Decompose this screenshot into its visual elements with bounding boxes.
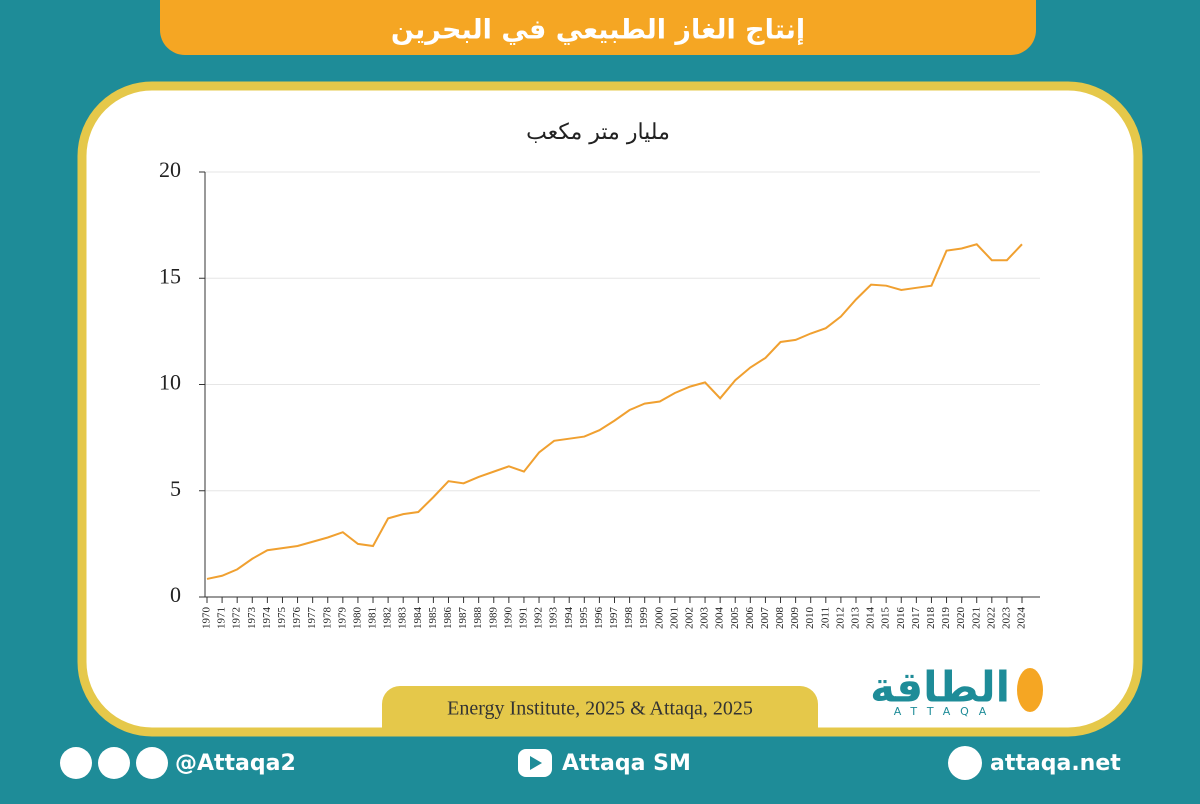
x-tick-label: 1991 [517, 607, 529, 629]
x-tick-label: 2000 [653, 607, 665, 630]
logo-drop [1017, 668, 1043, 712]
logo-latin: ATTAQA [894, 705, 997, 718]
x-tick-label: 1993 [548, 607, 560, 630]
social-handle: @Attaqa2 [175, 751, 296, 776]
x-tick-label: 1983 [397, 607, 409, 630]
x-tick-label: 1981 [367, 607, 379, 629]
x-tick-label: 2015 [880, 607, 892, 630]
source: Energy Institute, 2025 & Attaqa, 2025 [447, 698, 753, 720]
icon-play [530, 756, 542, 770]
x-tick-label: 1986 [442, 607, 454, 630]
x-tick-label: 2002 [683, 607, 695, 629]
x-tick-label: 1988 [472, 607, 484, 630]
x-tick-label: 2005 [729, 607, 741, 630]
logo-name: الطاقة [870, 663, 1010, 712]
plot: 0 5 10 15 20 1970 1971 1972 1973 1974 1975 1976 1977… [159, 157, 1040, 629]
x-tick-label: 1978 [321, 607, 333, 630]
x-tick-label: 2009 [789, 607, 801, 630]
youtube: Attaqa SM [562, 751, 691, 776]
x-tick-label: 1997 [608, 607, 620, 630]
x-tick-label: 2018 [925, 607, 937, 630]
x-tick-label: 1982 [382, 607, 394, 629]
x-tick-label: 2017 [910, 607, 922, 630]
icon-globe [948, 746, 982, 780]
x-tick-label: 1971 [216, 607, 228, 629]
x-tick-label: 2023 [1000, 607, 1012, 630]
y-unit: مليار متر مكعب [526, 120, 670, 145]
x-tick-label: 2011 [819, 607, 831, 629]
card [77, 81, 1143, 737]
x-tick-label: 1979 [336, 607, 348, 630]
data-line [206, 243, 1023, 580]
x-tick-label: 2007 [759, 607, 771, 630]
y-tick-label: 0 [170, 582, 181, 607]
x-tick-label: 1977 [306, 607, 318, 630]
x-tick-label: 2004 [714, 607, 726, 630]
x-tick-label: 1984 [412, 607, 424, 630]
x-tick-label: 1970 [201, 607, 213, 630]
chart-title: إنتاج الغاز الطبيعي في البحرين [391, 15, 805, 46]
x-tick-label: 1972 [231, 607, 243, 629]
icon-x [60, 747, 92, 779]
x-tick-label: 1985 [427, 607, 439, 630]
x-tick-label: 2010 [804, 607, 816, 630]
source-pill [382, 686, 818, 732]
x-tick-label: 1980 [351, 607, 363, 630]
x-tick-label: 1999 [638, 607, 650, 630]
x-tick-label: 2008 [774, 607, 786, 630]
x-tick-label: 2020 [955, 607, 967, 630]
icon-instagram [98, 747, 130, 779]
title-banner [160, 0, 1036, 55]
x-tick-label: 2001 [668, 607, 680, 629]
x-tick-label: 1976 [291, 607, 303, 630]
website: attaqa.net [990, 751, 1121, 776]
y-tick-label: 10 [159, 370, 181, 395]
x-tick-label: 1996 [593, 607, 605, 630]
x-tick-label: 1995 [578, 607, 590, 630]
x-tick-label: 2006 [744, 607, 756, 630]
x-tick-label: 2019 [940, 607, 952, 630]
x-tick-label: 2024 [1016, 607, 1028, 630]
x-tick-label: 1974 [261, 607, 273, 630]
x-tick-label: 2022 [985, 607, 997, 629]
x-tick-label: 2013 [850, 607, 862, 630]
y-tick-label: 15 [159, 263, 181, 288]
x-tick-label: 2003 [699, 607, 711, 630]
x-tick-label: 1987 [457, 607, 469, 630]
x-tick-label: 1989 [487, 607, 499, 630]
x-tick-label: 2012 [834, 607, 846, 629]
x-tick-label: 1998 [623, 607, 635, 630]
x-tick-label: 1990 [502, 607, 514, 630]
x-tick-label: 1992 [533, 607, 545, 629]
x-tick-label: 1975 [276, 607, 288, 630]
x-tick-label: 2016 [895, 607, 907, 630]
x-tick-label: 2014 [865, 607, 877, 630]
y-tick-label: 5 [170, 476, 181, 501]
x-tick-label: 1973 [246, 607, 258, 630]
x-tick-label: 2021 [970, 607, 982, 629]
icon-facebook [136, 747, 168, 779]
x-tick-label: 1994 [563, 607, 575, 630]
y-tick-label: 20 [159, 157, 181, 182]
